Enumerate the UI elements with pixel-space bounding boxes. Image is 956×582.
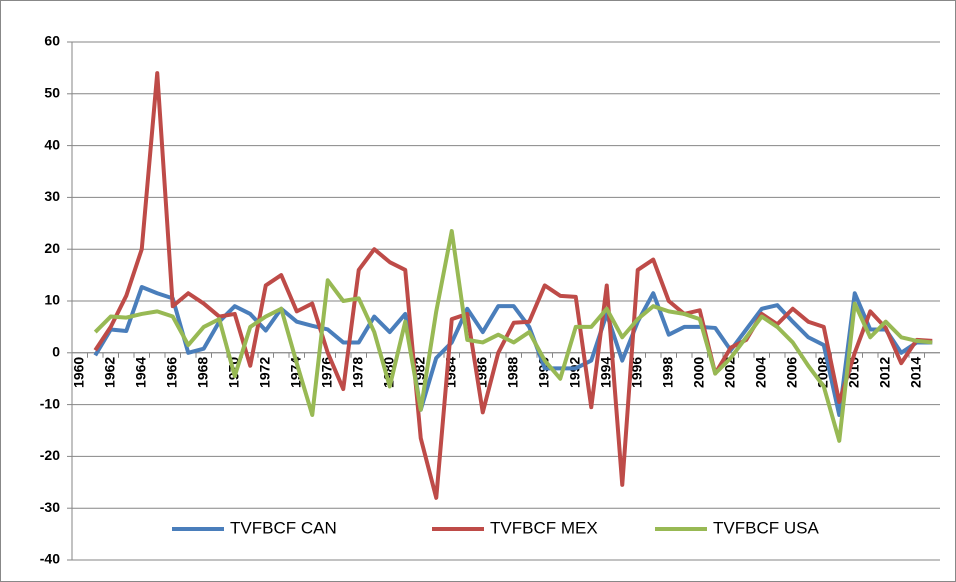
x-tick-label: 1962 [101,357,117,388]
y-tick-label: 0 [52,344,60,360]
x-tick-label: 2000 [690,357,706,388]
x-tick-label: 1976 [318,357,334,388]
y-tick-label: -20 [40,447,60,463]
x-tick-label: 1974 [287,357,303,388]
x-tick-label: 1972 [256,357,272,388]
x-tick-label: 1994 [597,357,613,388]
y-tick-label: -40 [40,551,60,567]
x-tick-label: 1966 [163,357,179,388]
x-tick-label: 1992 [566,357,582,388]
legend-label: TVFBCF CAN [230,518,337,537]
series-line [93,285,933,417]
x-tick-label: 1964 [132,357,148,388]
y-tick-label: -10 [40,395,60,411]
y-tick-label: 20 [44,240,60,256]
x-tick-label: 1978 [349,357,365,388]
x-tick-label: 2004 [752,357,768,388]
x-tick-label: 1998 [659,357,675,388]
x-tick-label: 1968 [194,357,210,388]
x-tick-label: 1960 [70,357,86,388]
series-line [93,71,933,500]
x-tick-label: 2012 [876,357,892,388]
legend-label: TVFBCF MEX [490,518,598,537]
x-tick-label: 1988 [504,357,520,388]
legend-label: TVFBCF USA [713,518,819,537]
y-tick-label: 10 [44,292,60,308]
x-tick-label: 2006 [783,357,799,388]
y-tick-label: 60 [44,33,60,49]
series-line [93,229,933,443]
y-tick-label: -30 [40,499,60,515]
x-tick-label: 2014 [907,357,923,388]
y-tick-label: 30 [44,188,60,204]
y-tick-label: 50 [44,85,60,101]
y-tick-label: 40 [44,136,60,152]
